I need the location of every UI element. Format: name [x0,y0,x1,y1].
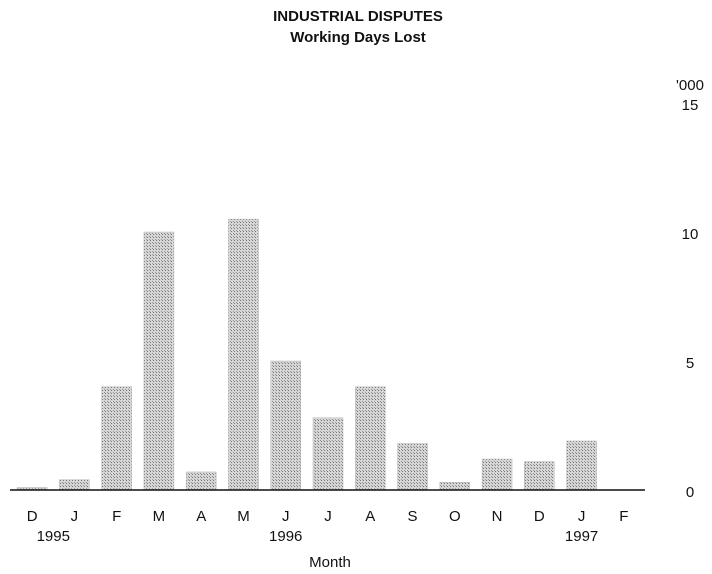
x-tick-label: J [324,508,332,525]
x-tick-label: M [153,508,166,525]
x-tick-label: J [578,508,586,525]
year-label: 1995 [37,528,70,545]
y-tick-label: 0 [686,484,694,501]
bar [524,461,555,491]
x-tick-label: A [365,508,375,525]
bar [270,360,301,491]
bar [566,440,597,491]
y-tick-label: 15 [682,97,699,114]
x-tick-label: F [112,508,121,525]
x-tick-label: M [237,508,250,525]
x-tick-label: F [619,508,628,525]
y-axis-label: '000 [676,77,704,94]
bar [439,482,471,491]
x-axis-label: Month [309,554,351,571]
bar [481,458,513,491]
x-tick-label: N [492,508,503,525]
year-label: 1997 [565,528,598,545]
x-tick-label: D [534,508,545,525]
x-tick-label: J [71,508,79,525]
x-tick-label: S [408,508,418,525]
bar [59,479,90,491]
chart-subtitle: Working Days Lost [290,29,426,46]
bar [101,386,132,491]
bar [228,218,259,491]
y-tick-label: 5 [686,355,694,372]
bar [355,386,386,491]
bar [143,231,175,491]
bar [397,443,428,491]
chart-title: INDUSTRIAL DISPUTES [273,8,443,25]
y-tick-label: 10 [682,226,699,243]
x-tick-label: D [27,508,38,525]
year-label: 1996 [269,528,302,545]
bar [312,417,344,491]
x-tick-label: J [282,508,290,525]
x-tick-label: A [196,508,206,525]
bar [185,471,217,491]
x-tick-label: O [449,508,461,525]
